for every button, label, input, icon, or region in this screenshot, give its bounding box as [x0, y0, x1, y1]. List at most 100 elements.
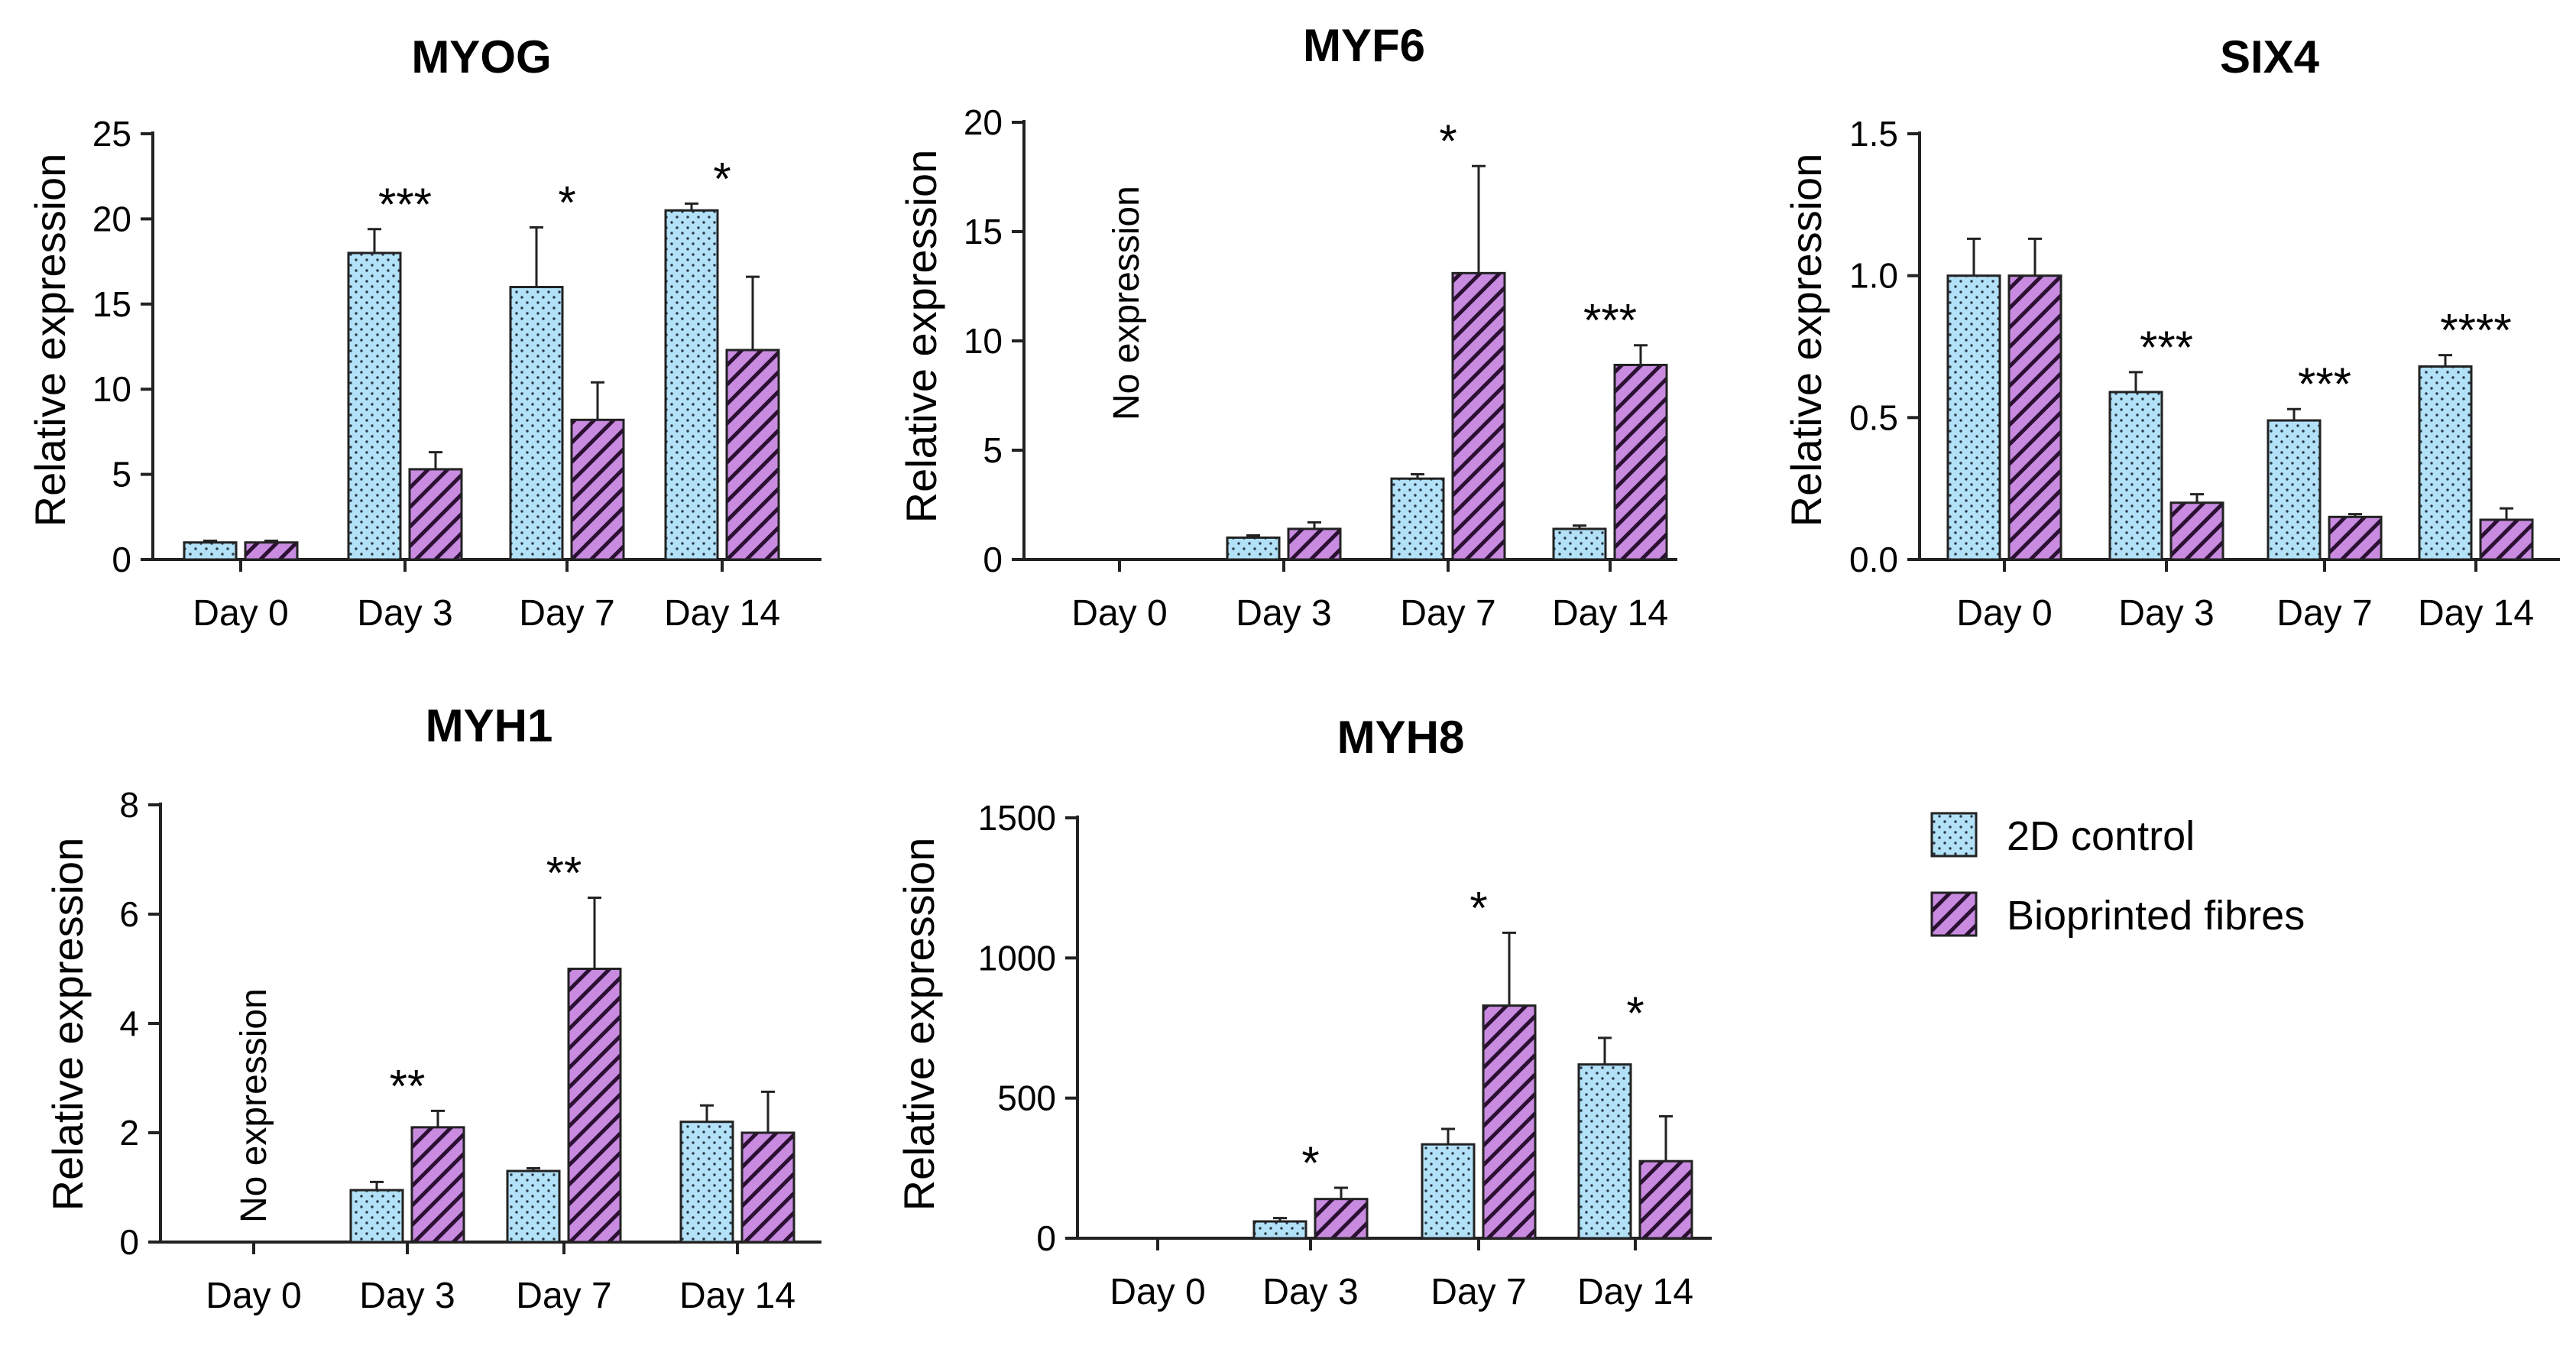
- y-tick-label: 1.0: [1849, 256, 1898, 296]
- bar: [1287, 527, 1342, 561]
- x-category-label: Day 7: [519, 593, 614, 634]
- x-category-label: Day 3: [2118, 593, 2214, 634]
- significance-marker: ***: [1583, 295, 1637, 346]
- significance-marker: *: [1626, 988, 1644, 1039]
- y-axis-label: Relative expression: [897, 150, 945, 524]
- y-tick-label: 20: [92, 199, 131, 238]
- bar: [347, 251, 402, 561]
- x-categories: Day 0 Day 3 Day 7 Day 14: [1956, 593, 2534, 634]
- y-ticks: 0 5 10 15 20: [964, 102, 1003, 579]
- significance-marker: *: [1469, 882, 1487, 933]
- panel-myf6: MYF6 Relative expression 0 5 10 15 20 Da…: [897, 20, 1677, 634]
- y-tick-label: 5: [112, 455, 131, 495]
- bar: [410, 1126, 465, 1244]
- chart-title: MYH8: [1337, 712, 1465, 763]
- y-tick-label: 10: [92, 369, 131, 409]
- y-tick-label: 1000: [978, 938, 1056, 978]
- y-axis-label: Relative expression: [44, 838, 92, 1211]
- significance-marker: **: [546, 848, 582, 899]
- x-category-label: Day 3: [1262, 1272, 1358, 1312]
- y-tick-label: 0.0: [1849, 540, 1898, 579]
- bar: [664, 209, 719, 561]
- x-category-label: Day 0: [1110, 1272, 1205, 1312]
- bar: [1946, 274, 2001, 561]
- y-tick-label: 4: [119, 1004, 139, 1043]
- significance-markers: ** **: [390, 848, 582, 1112]
- x-category-label: Day 0: [206, 1276, 301, 1316]
- bar: [740, 1131, 795, 1244]
- significance-marker: *: [713, 153, 731, 204]
- y-tick-label: 2: [119, 1113, 139, 1153]
- y-tick-label: 0.5: [1849, 397, 1898, 437]
- bars: [183, 202, 780, 561]
- x-categories: Day 0 Day 3 Day 7 Day 14: [206, 1276, 795, 1316]
- x-category-label: Day 7: [2276, 593, 2372, 634]
- significance-markers: *** * *: [378, 153, 731, 229]
- panel-six4: SIX4 Relative expression 0.0 0.5 1.0 1.5…: [1782, 31, 2560, 634]
- x-category-label: Day 3: [1236, 593, 1331, 634]
- y-tick-label: 0: [119, 1222, 139, 1262]
- bar: [1577, 1063, 1632, 1240]
- x-category-label: Day 0: [193, 593, 288, 634]
- legend-label: 2D control: [2007, 813, 2195, 859]
- x-category-label: Day 0: [1956, 593, 2052, 634]
- legend-swatch-2d-control: [1930, 812, 1978, 858]
- bars: [1226, 164, 1668, 561]
- y-tick-label: 5: [983, 430, 1003, 470]
- panel-myh8: MYH8 Relative expression 0 500 1000 1500…: [895, 712, 1712, 1312]
- y-tick-label: 6: [119, 894, 139, 934]
- bar: [725, 349, 780, 561]
- bar: [2007, 274, 2062, 561]
- bar: [679, 1121, 734, 1244]
- bar: [1552, 527, 1607, 561]
- bar: [244, 541, 299, 561]
- significance-marker: ***: [2140, 322, 2193, 373]
- x-category-label: Day 14: [664, 593, 780, 634]
- y-tick-label: 25: [92, 114, 131, 154]
- bar: [1638, 1160, 1693, 1240]
- no-expression-note: No expression: [1107, 186, 1147, 420]
- y-tick-label: 15: [964, 212, 1003, 251]
- bar: [567, 968, 622, 1244]
- significance-markers: * * *: [1301, 882, 1644, 1189]
- x-category-label: Day 14: [1577, 1272, 1693, 1312]
- chart-title: MYH1: [426, 700, 553, 751]
- y-tick-label: 1500: [978, 798, 1056, 838]
- y-ticks: 0.0 0.5 1.0 1.5: [1849, 114, 1898, 579]
- significance-markers: * ***: [1439, 115, 1637, 346]
- bar: [570, 418, 625, 561]
- bar: [509, 286, 564, 561]
- legend-label: Bioprinted fibres: [2007, 893, 2305, 939]
- significance-marker: ***: [378, 179, 432, 230]
- panel-myog: MYOG Relative expression 0 5 10 15 20 25…: [26, 31, 821, 634]
- significance-marker: *: [558, 177, 575, 229]
- chart-title: MYF6: [1303, 20, 1425, 71]
- bar: [1451, 271, 1506, 561]
- legend: 2D control Bioprinted fibres: [1930, 812, 2305, 939]
- significance-marker: *: [1301, 1137, 1319, 1189]
- bar: [1252, 1220, 1307, 1240]
- y-ticks: 0 2 4 6 8: [119, 785, 139, 1262]
- x-category-label: Day 7: [1431, 1272, 1526, 1312]
- panel-myh1: MYH1 Relative expression 0 2 4 6 8 Day 0…: [44, 700, 821, 1316]
- x-category-label: Day 7: [1400, 593, 1495, 634]
- bars: [1252, 931, 1693, 1240]
- y-tick-label: 1.5: [1849, 114, 1898, 154]
- x-category-label: Day 3: [359, 1276, 455, 1316]
- bar: [1226, 536, 1281, 561]
- y-ticks: 0 5 10 15 20 25: [92, 114, 131, 579]
- y-axis-label: Relative expression: [895, 838, 943, 1211]
- y-ticks: 0 500 1000 1500: [978, 798, 1056, 1258]
- x-category-label: Day 14: [2418, 593, 2534, 634]
- y-tick-label: 20: [964, 102, 1003, 142]
- y-tick-label: 8: [119, 785, 139, 825]
- y-tick-label: 0: [983, 540, 1003, 579]
- bar: [1613, 363, 1668, 561]
- legend-swatch-bioprinted-fibres: [1930, 891, 1978, 937]
- bar: [2108, 391, 2163, 561]
- bar: [2267, 419, 2322, 561]
- y-axis-label: Relative expression: [1782, 154, 1830, 527]
- x-category-label: Day 7: [516, 1276, 611, 1316]
- bar: [408, 468, 463, 561]
